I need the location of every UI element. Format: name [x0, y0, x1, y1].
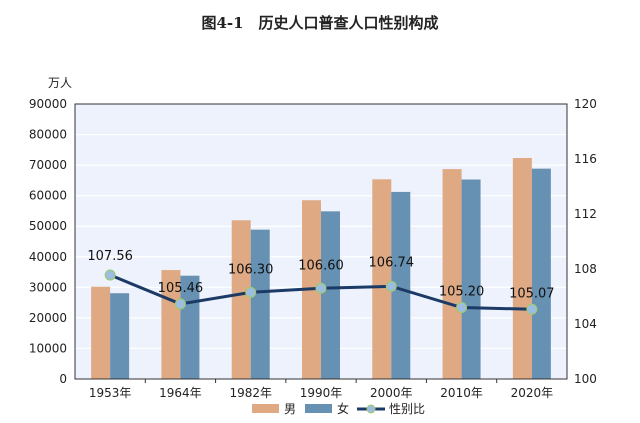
sex-ratio-marker — [245, 286, 257, 298]
sex-ratio-marker — [315, 282, 327, 294]
bar-female — [321, 211, 340, 379]
y-tick-label: 90000 — [29, 97, 67, 111]
y-tick-label: 0 — [59, 372, 67, 386]
legend-label: 男 — [284, 402, 296, 416]
y2-tick-label: 120 — [574, 97, 597, 111]
sex-ratio-marker — [174, 298, 186, 310]
x-tick-label: 2000年 — [370, 386, 413, 400]
x-tick-label: 2020年 — [511, 386, 554, 400]
bar-male — [231, 220, 251, 379]
y-tick-label: 50000 — [29, 219, 67, 233]
x-tick-label: 1953年 — [89, 386, 132, 400]
x-tick-label: 2010年 — [440, 386, 483, 400]
y-tick-label: 40000 — [29, 250, 67, 264]
x-tick-label: 1982年 — [229, 386, 272, 400]
bar-male — [91, 286, 111, 379]
data-label: 105.07 — [509, 286, 555, 301]
y2-tick-label: 100 — [574, 372, 597, 386]
sex-ratio-marker — [526, 303, 538, 315]
chart-title: 图4-1 历史人口普查人口性别构成 — [201, 14, 439, 32]
bar-female — [391, 191, 411, 379]
y2-tick-label: 104 — [574, 317, 597, 331]
y-tick-label: 30000 — [29, 280, 67, 294]
data-label: 105.46 — [158, 281, 204, 296]
bar-male — [442, 169, 462, 379]
x-tick-label: 1964年 — [159, 386, 202, 400]
y-tick-label: 60000 — [29, 189, 67, 203]
y2-tick-label: 112 — [574, 207, 597, 221]
y2-tick-label: 108 — [574, 262, 597, 276]
bar-male — [512, 157, 532, 379]
bar-male — [372, 179, 392, 379]
bar-female — [461, 179, 481, 379]
bar-female — [110, 293, 130, 379]
bar-female — [531, 168, 551, 379]
legend-swatch-marker — [366, 404, 376, 414]
sex-ratio-marker — [104, 269, 116, 281]
y-tick-label: 20000 — [29, 311, 67, 325]
y-tick-label: 10000 — [29, 341, 67, 355]
data-label: 106.60 — [298, 258, 344, 273]
sex-ratio-marker — [456, 302, 468, 313]
legend-swatch-female — [305, 404, 332, 413]
data-label: 106.30 — [228, 262, 274, 277]
sex-ratio-marker — [385, 280, 397, 292]
y2-tick-label: 116 — [574, 152, 597, 166]
data-label: 105.20 — [439, 285, 485, 300]
x-tick-label: 1990年 — [300, 386, 343, 400]
y-tick-label: 80000 — [29, 128, 67, 142]
data-label: 107.56 — [87, 249, 133, 264]
data-label: 106.74 — [369, 255, 415, 270]
plot-border — [74, 103, 568, 380]
bar-female — [250, 229, 270, 379]
y-axis-label: 万人 — [48, 76, 72, 90]
legend-label: 性别比 — [389, 402, 425, 416]
legend-swatch-male — [252, 404, 279, 413]
y-tick-label: 70000 — [29, 158, 67, 172]
legend-label: 女 — [337, 401, 349, 416]
